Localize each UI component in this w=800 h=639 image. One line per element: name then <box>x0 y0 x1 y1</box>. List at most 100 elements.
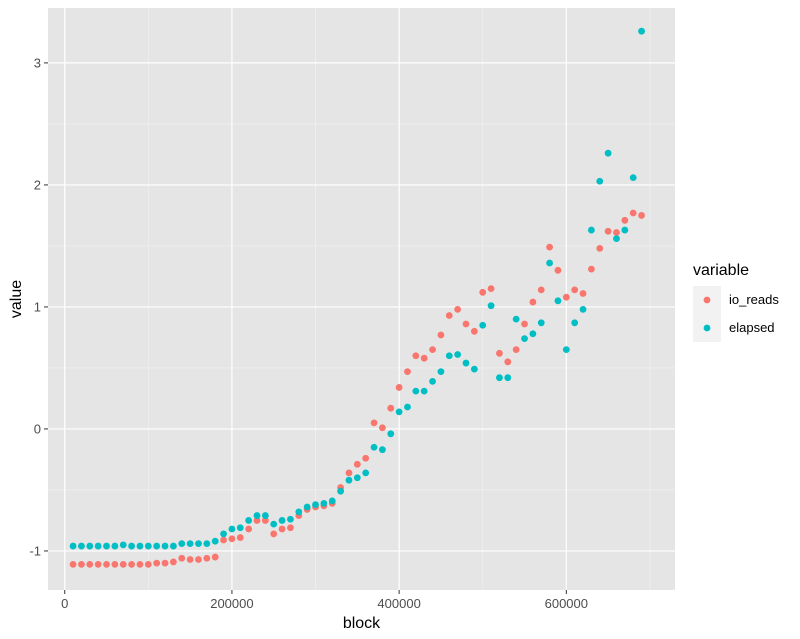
point-io_reads <box>144 560 152 568</box>
point-io_reads <box>404 368 411 375</box>
point-elapsed <box>571 319 579 327</box>
point-elapsed <box>103 542 110 550</box>
point-io_reads <box>429 346 436 354</box>
point-io_reads <box>529 298 537 306</box>
point-io_reads <box>537 286 545 294</box>
point-io_reads <box>211 553 219 561</box>
point-io_reads <box>395 384 403 391</box>
point-elapsed <box>253 512 261 519</box>
point-elapsed <box>136 542 144 550</box>
point-elapsed <box>170 542 177 550</box>
point-io_reads <box>554 266 562 274</box>
point-elapsed <box>144 542 152 550</box>
point-io_reads <box>596 244 604 252</box>
point-io_reads <box>278 525 286 533</box>
x-axis: 0 200000 400000 600000 <box>61 590 588 611</box>
point-io_reads <box>203 554 211 562</box>
point-elapsed <box>86 542 94 550</box>
x-tick-label: 600000 <box>545 596 588 611</box>
point-elapsed <box>203 540 211 548</box>
point-elapsed <box>287 515 294 523</box>
point-io_reads <box>161 559 169 567</box>
point-elapsed <box>521 335 528 343</box>
point-io_reads <box>220 536 227 544</box>
point-io_reads <box>78 560 85 568</box>
point-io_reads <box>588 265 595 273</box>
minor-gridlines <box>48 8 675 590</box>
point-elapsed <box>562 346 570 354</box>
point-elapsed <box>629 174 637 181</box>
point-io_reads <box>94 560 102 568</box>
point-io_reads <box>504 358 512 366</box>
point-elapsed <box>379 446 386 454</box>
y-tick-label: 3 <box>34 55 41 70</box>
x-axis-title: block <box>343 615 381 632</box>
legend-marker-elapsed <box>703 324 711 332</box>
point-elapsed <box>153 542 161 550</box>
point-elapsed <box>613 235 620 243</box>
point-io_reads <box>437 331 445 339</box>
point-elapsed <box>328 497 336 505</box>
point-elapsed <box>429 377 436 385</box>
point-elapsed <box>412 387 420 395</box>
point-io_reads <box>86 560 94 568</box>
x-tick-label: 0 <box>61 596 68 611</box>
point-io_reads <box>353 460 361 468</box>
point-elapsed <box>404 403 411 411</box>
point-io_reads <box>128 560 136 568</box>
point-elapsed <box>362 469 370 477</box>
point-io_reads <box>111 560 119 568</box>
point-io_reads <box>253 517 261 524</box>
point-elapsed <box>479 321 487 329</box>
point-io_reads <box>638 212 645 219</box>
point-io_reads <box>195 556 202 563</box>
point-elapsed <box>337 487 344 495</box>
point-elapsed <box>195 540 202 548</box>
point-elapsed <box>529 330 537 338</box>
point-io_reads <box>604 227 612 235</box>
point-elapsed <box>420 387 428 395</box>
point-elapsed <box>487 302 495 310</box>
point-elapsed <box>295 508 303 516</box>
point-elapsed <box>211 537 219 545</box>
point-io_reads <box>136 560 144 568</box>
major-gridlines <box>48 8 675 590</box>
point-io_reads <box>245 525 253 533</box>
point-io_reads <box>228 535 236 543</box>
point-elapsed <box>504 374 512 382</box>
point-elapsed <box>128 542 136 550</box>
point-elapsed <box>94 542 102 550</box>
point-elapsed <box>178 540 186 548</box>
point-elapsed <box>228 525 236 533</box>
point-elapsed <box>186 540 194 548</box>
point-io_reads <box>69 560 77 568</box>
point-elapsed <box>445 352 453 360</box>
y-tick-label: -1 <box>29 543 41 558</box>
point-elapsed <box>395 408 403 416</box>
point-io_reads <box>236 534 244 541</box>
point-io_reads <box>470 327 478 335</box>
point-io_reads <box>178 554 186 562</box>
point-elapsed <box>554 297 562 305</box>
point-elapsed <box>261 512 269 519</box>
y-axis-title: value <box>8 280 25 318</box>
point-elapsed <box>454 351 462 358</box>
point-elapsed <box>537 319 545 327</box>
x-tick-label: 200000 <box>210 596 253 611</box>
point-elapsed <box>470 365 478 373</box>
point-io_reads <box>287 524 294 532</box>
point-elapsed <box>236 524 244 532</box>
point-elapsed <box>512 315 520 323</box>
point-elapsed <box>78 542 85 550</box>
point-elapsed <box>496 374 503 382</box>
point-elapsed <box>161 542 169 550</box>
point-io_reads <box>103 560 110 568</box>
point-io_reads <box>387 404 395 412</box>
point-io_reads <box>362 454 370 462</box>
point-io_reads <box>420 354 428 362</box>
point-elapsed <box>353 474 361 482</box>
point-io_reads <box>261 517 269 524</box>
point-elapsed <box>220 530 227 538</box>
